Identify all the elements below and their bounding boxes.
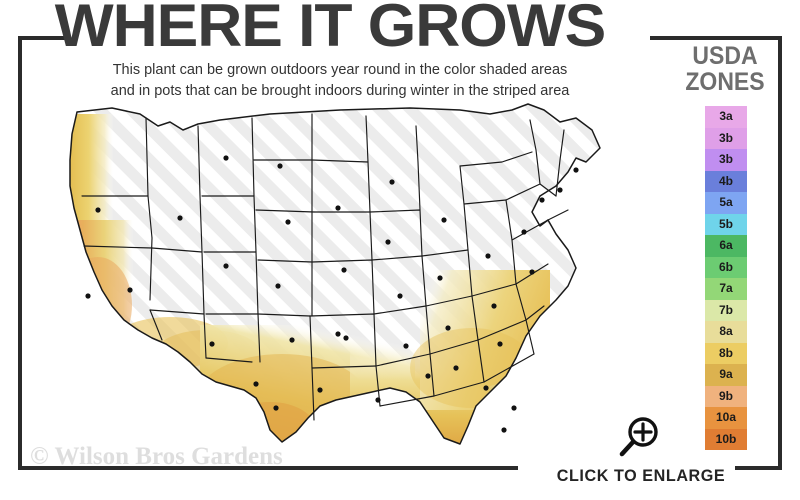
frame-left-border bbox=[18, 36, 22, 470]
frame-top-right-border bbox=[650, 36, 782, 40]
frame-right-border bbox=[778, 36, 782, 470]
zone-swatch-7a-8: 7a bbox=[705, 278, 747, 300]
zone-swatch-7b-9: 7b bbox=[705, 299, 747, 321]
subtitle: This plant can be grown outdoors year ro… bbox=[40, 60, 640, 102]
legend-title-line-1: USDA bbox=[692, 42, 758, 70]
usda-hardiness-map[interactable] bbox=[20, 100, 650, 450]
watermark: © Wilson Bros Gardens bbox=[30, 443, 283, 470]
zone-swatch-3a-0: 3a bbox=[705, 106, 747, 128]
frame-top-left-border bbox=[18, 36, 68, 40]
zone-swatch-10a-14: 10a bbox=[705, 407, 747, 429]
subtitle-line-2: and in pots that can be brought indoors … bbox=[110, 83, 570, 100]
map-state-borders bbox=[69, 103, 601, 445]
click-to-enlarge-label[interactable]: CLICK TO ENLARGE bbox=[556, 466, 726, 485]
usda-zone-legend: 3a 3b 3b 4b 5a 5b 6a 6b 7a 7b 8a 8b 9a 9b 10a 10b bbox=[705, 106, 747, 450]
subtitle-line-1: This plant can be grown outdoors year ro… bbox=[112, 62, 568, 78]
zone-swatch-6a-6: 6a bbox=[705, 235, 747, 257]
zone-swatch-9a-12: 9a bbox=[705, 364, 747, 386]
frame-bottom-left-border bbox=[18, 466, 518, 470]
frame-bottom-right-border bbox=[735, 466, 782, 470]
map-city-dots bbox=[85, 155, 579, 433]
page-title: WHERE IT GROWS bbox=[54, 0, 607, 59]
zone-swatch-3b-1: 3b bbox=[705, 127, 747, 149]
magnifier-plus-icon[interactable] bbox=[617, 415, 661, 459]
zone-swatch-4b-3: 4b bbox=[705, 170, 747, 192]
zone-swatch-5b-5: 5b bbox=[705, 213, 747, 235]
legend-title: USDA ZONES bbox=[665, 42, 785, 96]
zone-swatch-8b-11: 8b bbox=[705, 342, 747, 364]
zone-swatch-5a-4: 5a bbox=[705, 192, 747, 214]
zone-swatch-9b-13: 9b bbox=[705, 385, 747, 407]
zone-swatch-3b-2: 3b bbox=[705, 149, 747, 171]
zone-swatch-8a-10: 8a bbox=[705, 321, 747, 343]
zone-swatch-10b-15: 10b bbox=[705, 428, 747, 450]
zone-swatch-6b-7: 6b bbox=[705, 256, 747, 278]
legend-title-line-2: ZONES bbox=[685, 67, 765, 96]
